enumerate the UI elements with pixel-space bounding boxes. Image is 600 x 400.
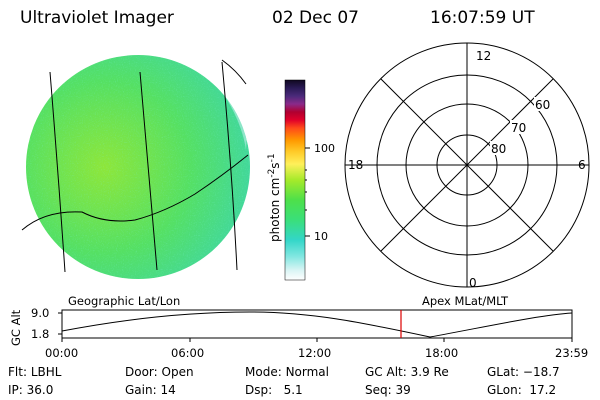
mlt-label-6: 6	[578, 158, 586, 172]
sequence-value: 39	[395, 383, 411, 397]
lat-label-60: 60	[535, 98, 550, 112]
timeline-tick-1800: 18:00	[425, 346, 458, 360]
gc-altitude-info: GC Alt: 3.9 Re	[365, 365, 449, 379]
date-display: 02 Dec 07	[272, 8, 359, 28]
geo-latitude-info: GLat: −18.7	[487, 365, 560, 379]
timeline-y-top: 9.0	[31, 306, 49, 320]
colorbar-tick-10: 10	[314, 230, 328, 243]
altitude-curve	[61, 311, 573, 338]
door-info: Door: Open	[125, 365, 194, 379]
mlt-label-18: 18	[348, 158, 363, 172]
timeline-y-bottom: 1.8	[31, 327, 49, 341]
mode-info: Mode: Normal	[245, 365, 329, 379]
dsp-info: Dsp: 5.1	[245, 383, 303, 397]
mode-value: Normal	[285, 365, 329, 379]
altitude-plot-frame	[61, 309, 573, 339]
timeline-tick-1200: 12:00	[298, 346, 331, 360]
color-scale-bar	[284, 79, 306, 281]
door-value: Open	[161, 365, 194, 379]
timeline-ylabel: GC Alt	[9, 309, 23, 346]
mlt-label-12: 12	[476, 49, 491, 63]
time-display: 16:07:59 UT	[430, 8, 535, 28]
geo-longitude-info: GLon: 17.2	[487, 383, 557, 397]
ip-value: 36.0	[26, 383, 54, 397]
ip-info: IP: 36.0	[8, 383, 54, 397]
geo-latitude-value: −18.7	[522, 365, 560, 379]
timeline-tick-2359: 23:59	[555, 346, 588, 360]
lat-label-70: 70	[511, 121, 526, 135]
uv-image-disk	[26, 55, 250, 279]
polar-grid	[344, 42, 590, 288]
filter-info: Flt: LBHL	[8, 365, 62, 379]
timeline-tick-0600: 06:00	[171, 346, 204, 360]
lat-label-80: 80	[491, 142, 506, 156]
colorbar-tick-100: 100	[314, 142, 335, 155]
app-title: Ultraviolet Imager	[20, 8, 174, 28]
filter-value: LBHL	[30, 365, 62, 379]
colorbar-unit-label: photon cm-2s-1	[267, 153, 282, 242]
timeline-right-title: Apex MLat/MLT	[422, 294, 509, 308]
gain-info: Gain: 14	[125, 383, 176, 397]
timeline-left-title: Geographic Lat/Lon	[68, 294, 180, 308]
timeline-ticks	[58, 312, 573, 342]
dsp-value: 5.1	[283, 383, 303, 397]
gc-altitude-value: 3.9 Re	[410, 365, 449, 379]
color-scale-ticks	[305, 147, 310, 237]
geographic-grid-lines	[21, 59, 249, 273]
coastline-path	[21, 154, 249, 231]
geo-longitude-value: 17.2	[529, 383, 557, 397]
sequence-info: Seq: 39	[365, 383, 411, 397]
gain-value: 14	[160, 383, 176, 397]
mlt-label-0: 0	[469, 276, 477, 290]
timeline-tick-0000: 00:00	[45, 346, 78, 360]
